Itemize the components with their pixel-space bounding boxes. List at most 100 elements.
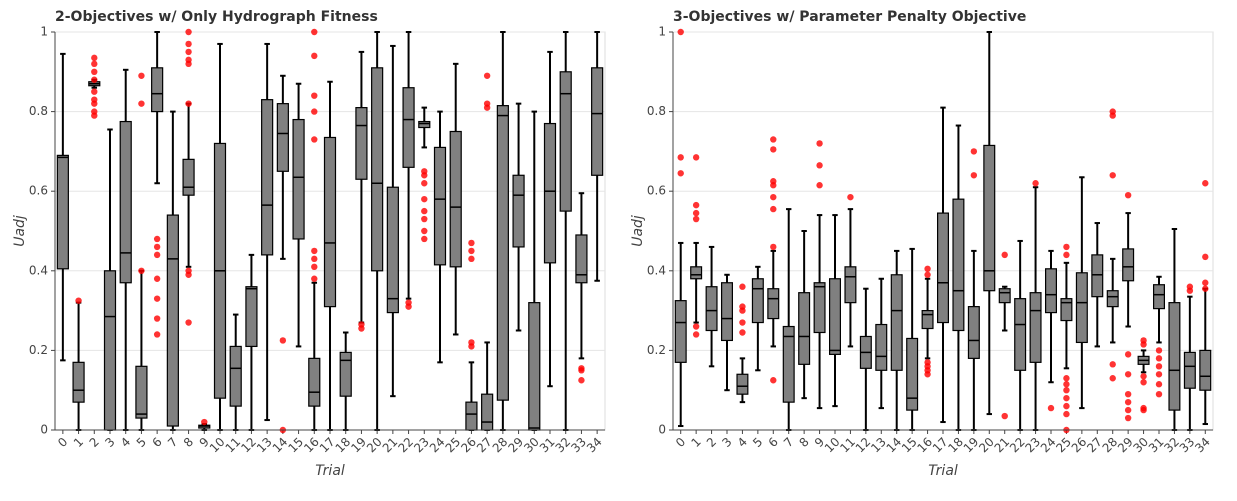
box bbox=[512, 174, 525, 248]
box bbox=[182, 158, 195, 196]
box bbox=[1091, 254, 1104, 298]
outlier bbox=[311, 247, 318, 255]
outlier bbox=[185, 267, 192, 274]
box bbox=[1060, 298, 1073, 322]
outlier bbox=[483, 72, 491, 79]
box bbox=[308, 357, 321, 407]
outlier bbox=[970, 172, 978, 179]
outlier bbox=[1063, 402, 1070, 410]
outlier bbox=[421, 227, 428, 235]
outlier bbox=[1063, 375, 1070, 382]
box bbox=[229, 345, 242, 407]
x-axis-label: Trial bbox=[315, 463, 345, 479]
box bbox=[767, 288, 780, 320]
outlier bbox=[739, 283, 746, 290]
x-tick-label: 8 bbox=[796, 435, 811, 450]
box bbox=[386, 186, 399, 314]
y-tick-label: 0.6 bbox=[29, 184, 48, 198]
x-tick-label: 8 bbox=[181, 435, 196, 450]
box bbox=[591, 67, 604, 176]
y-tick-label: 0 bbox=[658, 423, 666, 437]
outlier bbox=[970, 148, 978, 155]
box bbox=[798, 292, 811, 365]
outlier bbox=[770, 146, 777, 153]
outlier bbox=[1202, 285, 1209, 292]
x-tick-label: 6 bbox=[149, 435, 164, 450]
outlier bbox=[405, 299, 412, 306]
box bbox=[56, 154, 69, 270]
outlier bbox=[91, 60, 98, 68]
box bbox=[1183, 351, 1196, 389]
outlier bbox=[1202, 253, 1209, 261]
outlier bbox=[1047, 404, 1055, 412]
outlier bbox=[1140, 379, 1147, 386]
box bbox=[559, 71, 572, 212]
box bbox=[890, 274, 903, 371]
box bbox=[983, 144, 996, 292]
outlier bbox=[421, 207, 428, 215]
box bbox=[1199, 349, 1212, 391]
outlier bbox=[153, 243, 161, 251]
outlier bbox=[185, 56, 192, 64]
outlier bbox=[924, 359, 931, 366]
outlier bbox=[1001, 251, 1008, 259]
x-tick-label: 2 bbox=[704, 435, 719, 450]
box bbox=[967, 306, 980, 359]
outlier bbox=[1063, 251, 1070, 259]
outlier bbox=[1063, 243, 1070, 251]
outlier bbox=[311, 275, 318, 282]
box bbox=[875, 323, 888, 371]
outlier bbox=[468, 255, 475, 263]
outlier bbox=[677, 28, 684, 36]
outlier bbox=[91, 96, 98, 103]
outlier bbox=[924, 271, 931, 278]
box bbox=[998, 288, 1011, 304]
outlier bbox=[311, 52, 318, 60]
x-tick-label: 4 bbox=[735, 435, 750, 450]
outlier bbox=[468, 339, 475, 346]
box bbox=[1152, 284, 1165, 310]
box bbox=[1168, 302, 1181, 411]
outlier bbox=[311, 263, 318, 271]
box bbox=[906, 337, 919, 411]
outlier bbox=[153, 295, 161, 302]
outlier bbox=[1155, 347, 1163, 354]
outlier bbox=[311, 136, 318, 143]
outlier bbox=[692, 154, 700, 161]
y-tick-label: 0.2 bbox=[29, 343, 48, 357]
box bbox=[418, 120, 431, 129]
outlier bbox=[91, 108, 98, 115]
box bbox=[135, 365, 148, 419]
outlier bbox=[421, 195, 428, 203]
box bbox=[355, 107, 368, 180]
outlier bbox=[153, 331, 161, 338]
outlier bbox=[770, 243, 777, 251]
box bbox=[72, 361, 85, 403]
outlier bbox=[421, 215, 428, 223]
x-tick-label: 3 bbox=[102, 435, 117, 450]
box bbox=[674, 300, 687, 363]
outlier bbox=[311, 92, 318, 99]
outlier bbox=[1124, 351, 1132, 358]
outlier bbox=[185, 319, 192, 326]
box bbox=[433, 146, 447, 266]
chart-title: 3-Objectives w/ Parameter Penalty Object… bbox=[673, 9, 1026, 25]
box bbox=[952, 198, 965, 332]
outlier bbox=[677, 154, 684, 161]
outlier bbox=[1155, 381, 1163, 388]
x-tick-label: 1 bbox=[688, 435, 703, 450]
outlier bbox=[770, 193, 777, 201]
outlier bbox=[692, 215, 700, 223]
outlier bbox=[358, 321, 365, 328]
outlier bbox=[1124, 191, 1132, 199]
box bbox=[813, 282, 826, 334]
y-tick-label: 1 bbox=[40, 25, 48, 39]
outlier bbox=[847, 193, 854, 201]
outlier bbox=[185, 28, 192, 36]
outlier bbox=[1001, 412, 1008, 420]
outlier bbox=[421, 235, 428, 243]
x-tick-label: 0 bbox=[673, 435, 688, 450]
outlier bbox=[138, 72, 145, 79]
outlier bbox=[1140, 404, 1147, 412]
